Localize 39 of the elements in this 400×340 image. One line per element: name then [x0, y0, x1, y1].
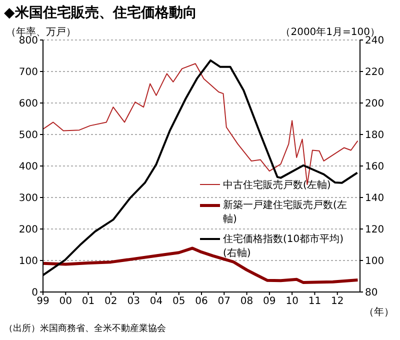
y2-tick-label: 100 [365, 256, 384, 268]
x-tick-label: 08 [240, 296, 254, 308]
x-tick-label: 09 [263, 296, 276, 308]
chart-title: ◆米国住宅販売、住宅価格動向 [4, 4, 197, 22]
legend-label: 住宅価格指数(10都市平均)(右軸) [223, 232, 345, 260]
y2-tick-label: 140 [365, 193, 384, 204]
y-tick-label: 700 [18, 67, 38, 78]
y-tick-label: 400 [18, 162, 38, 173]
x-tick-label: 00 [59, 296, 72, 308]
x-tick-label: 03 [127, 296, 140, 308]
y-tick-label: 100 [18, 256, 38, 268]
x-tick-label: 11 [308, 296, 322, 308]
line-series [43, 246, 360, 284]
legend-label: 中古住宅販売戸数(左軸) [223, 178, 331, 192]
x-tick-label: 99 [36, 296, 50, 308]
y2-tick-label: 80 [365, 288, 378, 299]
y-tick-label: 200 [18, 224, 38, 236]
x-tick-label: 01 [82, 296, 95, 308]
x-tick-label: 07 [218, 296, 231, 308]
y-tick-label: 500 [18, 130, 38, 142]
y-tick-label: 300 [18, 193, 38, 204]
x-tick-label: 04 [150, 296, 163, 308]
y2-tick-label: 120 [365, 224, 384, 236]
x-tick-label: 10 [286, 296, 298, 308]
y2-tick-label: 200 [365, 98, 384, 110]
x-tick-label: 12 [330, 296, 344, 308]
y2-tick-label: 180 [365, 130, 384, 142]
x-tick-label: 06 [195, 296, 208, 308]
text: （出所）米国商務省、全米不動産業協会 [4, 322, 166, 335]
y2-tick-label: 240 [365, 36, 384, 47]
legend-label: 新築一戸建住宅販売戸数(左軸) [223, 198, 348, 226]
x-axis-title: （年） [364, 306, 394, 319]
x-tick-label: 05 [172, 296, 186, 308]
y-tick-label: 0 [32, 288, 38, 299]
x-tick-label: 02 [104, 296, 118, 308]
y2-tick-label: 220 [365, 67, 384, 78]
y-tick-label: 800 [18, 36, 38, 47]
y2-tick-label: 160 [365, 162, 384, 173]
y-tick-label: 600 [18, 98, 38, 110]
